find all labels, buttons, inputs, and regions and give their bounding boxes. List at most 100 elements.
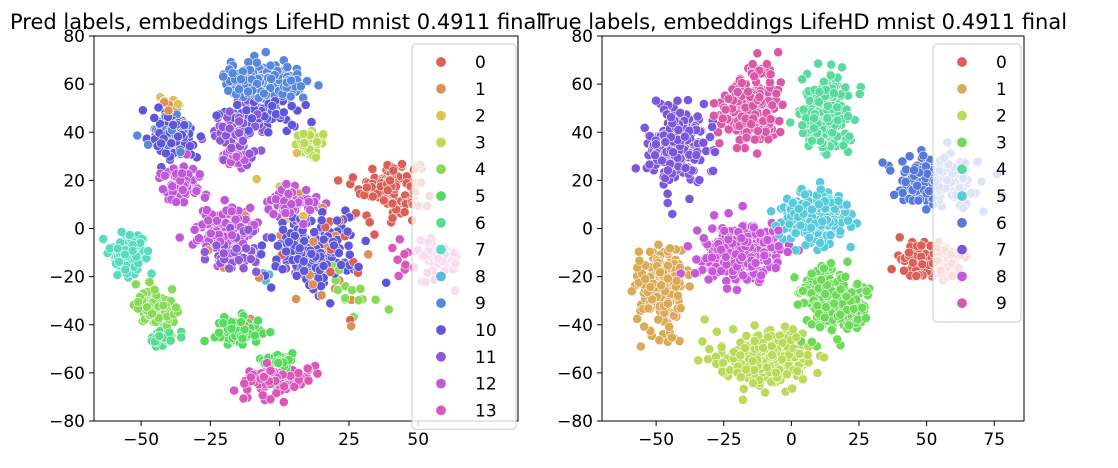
scatter-point	[640, 274, 651, 284]
legend-marker	[956, 244, 968, 256]
scatter-point	[723, 208, 734, 219]
scatter-point	[693, 355, 704, 366]
scatter-point	[385, 175, 395, 186]
scatter-point	[719, 225, 730, 236]
scatter-point	[303, 375, 314, 386]
scatter-point	[666, 112, 676, 123]
scatter-point	[752, 148, 763, 159]
scatter-point	[634, 246, 644, 257]
scatter-point	[301, 185, 312, 195]
scatter-point	[234, 84, 244, 95]
legend-label: 5	[996, 187, 1007, 207]
scatter-point	[393, 270, 404, 281]
scatter-point	[692, 225, 703, 236]
scatter-point	[347, 172, 358, 183]
scatter-point	[251, 266, 262, 277]
scatter-point	[346, 321, 357, 331]
scatter-point	[747, 59, 758, 69]
legend-marker	[956, 136, 968, 148]
scatter-point	[821, 149, 832, 160]
scatter-point	[703, 274, 714, 285]
y-tick-label: −60	[557, 364, 593, 384]
legend-label: 7	[996, 241, 1007, 261]
scatter-point	[227, 230, 237, 241]
scatter-point	[266, 282, 277, 293]
scatter-point	[737, 252, 747, 262]
y-tick-label: 60	[571, 75, 593, 95]
scatter-point	[699, 314, 710, 325]
y-tick-label: 20	[571, 171, 593, 191]
scatter-point	[845, 242, 856, 252]
scatter-point	[172, 99, 183, 109]
scatter-point	[683, 95, 693, 105]
scatter-point	[708, 110, 719, 121]
scatter-point	[917, 259, 928, 270]
scatter-point	[293, 367, 304, 378]
scatter-point	[663, 165, 673, 176]
scatter-point	[299, 265, 310, 276]
y-tick-label: 80	[571, 27, 593, 47]
scatter-point	[361, 182, 372, 193]
scatter-point	[787, 383, 798, 394]
scatter-point	[821, 302, 831, 312]
scatter-point	[717, 113, 728, 124]
scatter-point	[258, 372, 269, 382]
scatter-point	[630, 163, 641, 174]
scatter-point	[381, 277, 392, 288]
scatter-point	[771, 88, 782, 99]
scatter-point	[766, 206, 777, 217]
scatter-point	[243, 125, 254, 136]
scatter-point	[749, 320, 760, 331]
scatter-point	[146, 268, 157, 279]
scatter-point	[285, 91, 296, 102]
scatter-point	[195, 131, 206, 142]
scatter-point	[191, 186, 202, 196]
legend-marker	[956, 270, 968, 282]
scatter-point	[833, 195, 844, 206]
scatter-point	[184, 141, 195, 152]
scatter-point	[684, 193, 695, 204]
legend-marker	[435, 190, 447, 202]
scatter-point	[378, 195, 389, 206]
chart-title-pred: Pred labels, embeddings LifeHD mnist 0.4…	[10, 10, 542, 34]
scatter-point	[709, 98, 719, 109]
scatter-point	[707, 252, 717, 263]
x-tick-label: 0	[786, 430, 797, 450]
legend-marker	[956, 190, 968, 202]
scatter-point	[802, 350, 813, 360]
scatter-point	[219, 195, 230, 205]
scatter-point	[265, 394, 276, 405]
scatter-point	[307, 279, 318, 290]
scatter-point	[626, 286, 637, 297]
scatter-point	[904, 151, 915, 162]
scatter-point	[231, 243, 242, 254]
scatter-point	[278, 107, 289, 118]
legend-marker	[435, 110, 447, 122]
scatter-point	[153, 102, 164, 113]
scatter-point	[806, 319, 817, 330]
scatter-point	[710, 147, 720, 157]
scatter-point	[861, 286, 872, 297]
scatter-point	[201, 205, 212, 215]
scatter-point	[205, 228, 216, 239]
scatter-point	[762, 59, 772, 69]
scatter-point	[718, 357, 729, 368]
legend-marker	[956, 297, 968, 309]
scatter-point	[214, 327, 225, 338]
scatter-point	[237, 135, 248, 146]
scatter-point	[194, 169, 205, 180]
scatter-point	[289, 381, 300, 392]
scatter-point	[861, 313, 871, 323]
scatter-point	[653, 314, 664, 325]
scatter-point	[114, 256, 124, 267]
legend-label: 5	[475, 187, 486, 207]
y-tick-label: −40	[49, 316, 85, 336]
legend-marker	[435, 378, 447, 390]
scatter-point	[144, 277, 155, 287]
y-tick-label: −80	[557, 412, 593, 432]
scatter-point	[336, 259, 347, 270]
scatter-point	[707, 121, 718, 132]
x-tick-label: −50	[123, 430, 159, 450]
scatter-point	[305, 205, 315, 215]
scatter-point	[671, 275, 682, 286]
